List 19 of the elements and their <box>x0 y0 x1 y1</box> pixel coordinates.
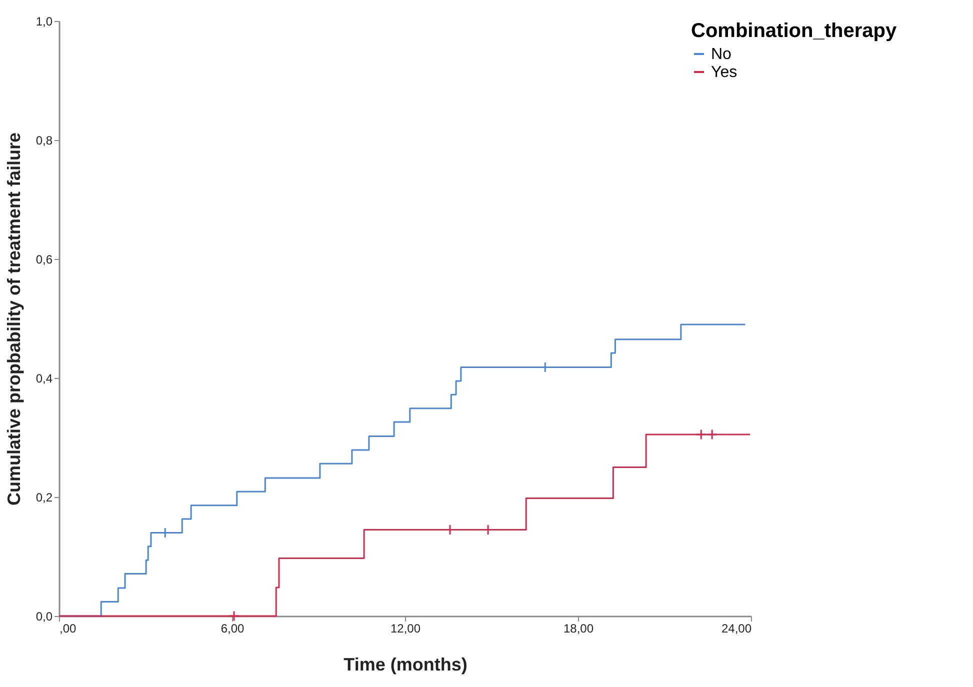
point <box>706 429 718 440</box>
y-tick-label: 0,4 <box>36 372 53 386</box>
y-tick-label: 0,6 <box>36 252 53 266</box>
point <box>696 429 707 440</box>
x-tick-label: 24,00 <box>721 622 752 636</box>
x-tick-label: 6,00 <box>220 622 244 636</box>
y-tick-label: 0,8 <box>36 134 53 148</box>
y-tick-label: 1,0 <box>36 14 53 28</box>
legend-label: Yes <box>711 64 738 81</box>
x-axis-title: Time (months) <box>344 654 468 674</box>
legend-label: No <box>711 46 732 63</box>
x-tick-label: 18,00 <box>563 622 594 636</box>
y-axis-title: Cumulative propbability of treatment failure <box>4 132 24 506</box>
y-tick-label: 0,0 <box>36 610 53 624</box>
x-tick-label: 12,00 <box>390 622 421 636</box>
y-tick-label: 0,2 <box>36 490 53 504</box>
point <box>228 610 240 622</box>
x-tick-label: ,00 <box>60 622 77 636</box>
legend-title: Combination_therapy <box>691 20 898 42</box>
